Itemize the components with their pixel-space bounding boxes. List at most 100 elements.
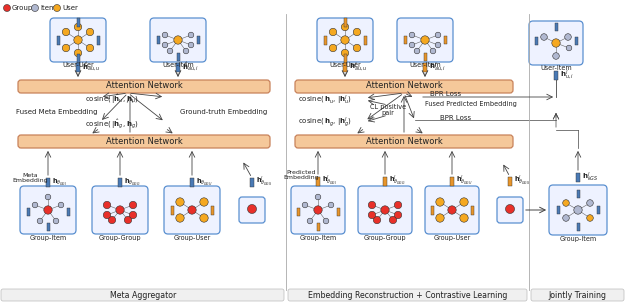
Circle shape xyxy=(86,44,94,52)
Text: Group-Item: Group-Item xyxy=(299,235,337,241)
Bar xyxy=(575,37,578,45)
Circle shape xyxy=(74,36,82,44)
Text: Meta
Embedding: Meta Embedding xyxy=(12,173,48,183)
Text: Attention Network: Attention Network xyxy=(366,81,443,91)
Text: $\mathbf{h}_{\theta_{GGG}}^l$: $\mathbf{h}_{\theta_{GGG}}^l$ xyxy=(389,174,406,188)
Bar xyxy=(576,172,580,181)
Text: $\hat{\mathbf{h}}_{au,u}$: $\hat{\mathbf{h}}_{au,u}$ xyxy=(82,61,101,73)
Text: $\mathbf{h}_{au,i}^l$: $\mathbf{h}_{au,i}^l$ xyxy=(429,60,446,74)
Circle shape xyxy=(188,32,194,38)
Text: cosine($\,\mathbf{h}_{g}$, $|\mathbf{h}_{g}^l)\,$: cosine($\,\mathbf{h}_{g}$, $|\mathbf{h}_… xyxy=(298,116,352,130)
Circle shape xyxy=(31,5,39,12)
Circle shape xyxy=(436,214,444,222)
Bar xyxy=(535,37,538,45)
Text: cosine($\,\mathbf{h}_{u}$, $|\mathbf{h}_{u}^l)\,$: cosine($\,\mathbf{h}_{u}$, $|\mathbf{h}_… xyxy=(298,93,352,107)
Text: User: User xyxy=(62,5,78,11)
FancyBboxPatch shape xyxy=(18,135,270,148)
Circle shape xyxy=(552,39,560,47)
Text: $\mathbf{h}_{au,u}^l$: $\mathbf{h}_{au,u}^l$ xyxy=(349,60,367,74)
Bar xyxy=(317,223,319,231)
FancyBboxPatch shape xyxy=(358,186,412,234)
Text: Jointly Training: Jointly Training xyxy=(548,291,606,299)
Bar xyxy=(404,36,406,44)
Text: Group-Group: Group-Group xyxy=(364,235,406,241)
Bar xyxy=(364,36,366,44)
Text: Group-Item: Group-Item xyxy=(560,236,597,242)
Circle shape xyxy=(167,48,173,54)
Text: BPR Loss: BPR Loss xyxy=(440,115,471,121)
Text: Group-Item: Group-Item xyxy=(29,235,66,241)
Circle shape xyxy=(563,200,569,206)
Text: BPR Loss: BPR Loss xyxy=(430,91,461,97)
Circle shape xyxy=(130,201,136,209)
Circle shape xyxy=(323,218,329,224)
Circle shape xyxy=(341,49,349,57)
Bar xyxy=(66,208,69,216)
Circle shape xyxy=(316,194,321,200)
Circle shape xyxy=(353,28,361,36)
Circle shape xyxy=(460,198,468,206)
Text: $\hat{\mathbf{h}}_{au,i}$: $\hat{\mathbf{h}}_{au,i}$ xyxy=(182,61,199,73)
Bar xyxy=(210,206,213,215)
Circle shape xyxy=(553,53,559,59)
Circle shape xyxy=(460,214,468,222)
Text: cosine($\,|\hat{\mathbf{h}}_{g}$, $\mathbf{h}_{g})\,$: cosine($\,|\hat{\mathbf{h}}_{g}$, $\math… xyxy=(85,117,139,131)
Text: Attention Network: Attention Network xyxy=(106,136,182,146)
FancyBboxPatch shape xyxy=(529,21,583,65)
Circle shape xyxy=(183,48,189,54)
Bar xyxy=(156,36,160,44)
FancyBboxPatch shape xyxy=(150,18,206,62)
Text: $\mathbf{h}_{\theta_{GGS}}^l$: $\mathbf{h}_{\theta_{GGS}}^l$ xyxy=(514,174,530,188)
Bar xyxy=(344,54,347,63)
FancyBboxPatch shape xyxy=(549,185,607,235)
FancyBboxPatch shape xyxy=(164,186,220,234)
Circle shape xyxy=(414,48,420,54)
Bar xyxy=(250,178,254,186)
Circle shape xyxy=(435,42,441,48)
FancyBboxPatch shape xyxy=(497,197,523,223)
Circle shape xyxy=(162,42,168,48)
Circle shape xyxy=(368,201,376,209)
Circle shape xyxy=(368,211,376,219)
Circle shape xyxy=(302,202,308,208)
Bar xyxy=(343,63,347,71)
Bar xyxy=(56,36,59,44)
Circle shape xyxy=(200,198,208,206)
Text: Attention Network: Attention Network xyxy=(106,81,182,91)
Bar xyxy=(324,36,327,44)
Circle shape xyxy=(328,202,334,208)
Text: User-User: User-User xyxy=(329,62,361,68)
Bar xyxy=(96,36,100,44)
Bar xyxy=(597,206,600,214)
Bar xyxy=(443,36,446,44)
Bar xyxy=(46,223,49,231)
Circle shape xyxy=(436,198,444,206)
FancyBboxPatch shape xyxy=(92,186,148,234)
Circle shape xyxy=(381,206,389,214)
FancyBboxPatch shape xyxy=(291,186,345,234)
Text: $\mathbf{h}_{\theta_{GGS}}^l$: $\mathbf{h}_{\theta_{GGS}}^l$ xyxy=(256,175,272,189)
Circle shape xyxy=(176,214,184,222)
Text: User-Item: User-Item xyxy=(409,62,441,68)
Bar xyxy=(337,208,339,216)
Circle shape xyxy=(116,206,124,214)
FancyBboxPatch shape xyxy=(317,18,373,62)
Circle shape xyxy=(103,211,111,219)
Circle shape xyxy=(44,206,52,214)
Text: Group: Group xyxy=(12,5,33,11)
FancyBboxPatch shape xyxy=(295,80,513,93)
FancyBboxPatch shape xyxy=(1,289,284,301)
Circle shape xyxy=(130,211,136,219)
FancyBboxPatch shape xyxy=(18,80,270,93)
Circle shape xyxy=(329,28,337,36)
Bar xyxy=(197,36,200,44)
Circle shape xyxy=(200,214,208,222)
Circle shape xyxy=(435,32,441,38)
Circle shape xyxy=(32,202,38,208)
Text: Meta Aggregator: Meta Aggregator xyxy=(110,291,176,299)
Bar xyxy=(190,178,194,186)
Text: Group-Group: Group-Group xyxy=(99,235,141,241)
Circle shape xyxy=(188,206,196,214)
Bar xyxy=(450,177,454,185)
FancyBboxPatch shape xyxy=(288,289,527,301)
